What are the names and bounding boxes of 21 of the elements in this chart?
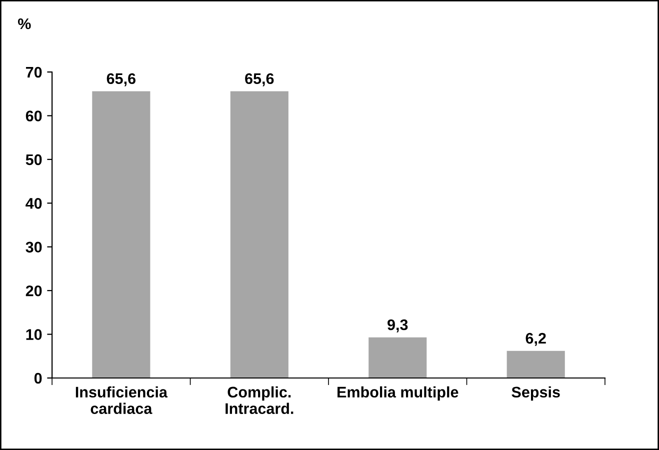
- y-tick-label: 30: [26, 242, 42, 253]
- bar: [506, 350, 565, 378]
- y-tick-label: 40: [26, 198, 42, 209]
- y-tick-label: 60: [26, 110, 42, 122]
- y-tick-label: 0: [34, 372, 42, 384]
- y-tick-label: 70: [26, 66, 42, 78]
- bar: [230, 91, 288, 378]
- x-tick-label: Embolia multiple: [338, 386, 458, 401]
- bar: [368, 337, 427, 378]
- data-label: 6,2: [526, 332, 546, 346]
- y-tick-label: 10: [26, 329, 42, 340]
- y-axis-title: %: [18, 18, 31, 30]
- x-tick-label: Complic. Intracard.: [226, 386, 294, 414]
- y-tick-label: 20: [26, 285, 42, 296]
- bar: [92, 91, 150, 378]
- y-tick-label: 50: [26, 154, 42, 166]
- x-tick-label: Insuficiencia cardiaca: [76, 386, 168, 414]
- data-label: 9,3: [388, 319, 408, 332]
- x-tick-label: Sepsis: [512, 386, 560, 401]
- data-label: 65,6: [106, 73, 136, 86]
- data-label: 65,6: [245, 73, 274, 86]
